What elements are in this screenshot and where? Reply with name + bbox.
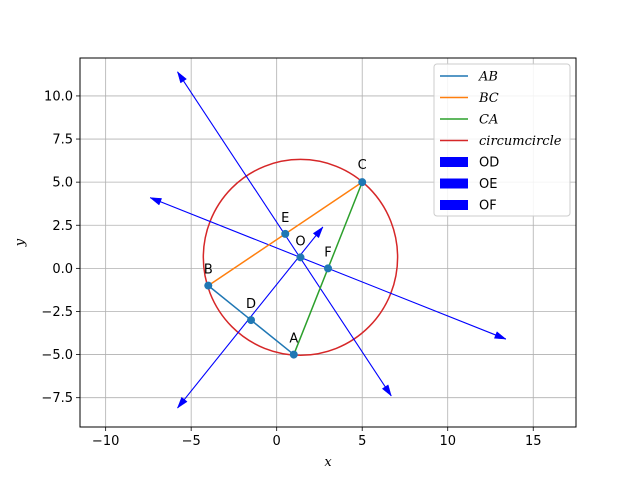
point-label-f: F bbox=[324, 245, 331, 260]
arrow-head bbox=[312, 226, 324, 239]
y-tick-label: 5.0 bbox=[52, 176, 73, 191]
arrow-head bbox=[494, 331, 507, 340]
x-tick-label: −5 bbox=[182, 434, 201, 449]
plot-frame bbox=[79, 57, 577, 428]
y-axis-label: y bbox=[13, 238, 28, 247]
legend-swatch-5 bbox=[440, 178, 468, 189]
x-tick-label: 5 bbox=[358, 434, 366, 449]
x-axis-label: x bbox=[324, 455, 332, 470]
legend-label-5: OE bbox=[479, 177, 497, 192]
y-tick-label: 7.5 bbox=[52, 133, 73, 148]
y-tick-label: 0.0 bbox=[52, 262, 73, 277]
axis-ticks: −10 −5 0 5 10 15 −7.5 −5.0 −2.5 0.0 2.5 5.0 7.5 10.0 bbox=[41, 89, 541, 449]
point-label-c: C bbox=[358, 158, 367, 173]
point-b bbox=[204, 281, 213, 290]
point-c bbox=[358, 178, 367, 187]
point-label-o: O bbox=[295, 234, 305, 249]
x-tick-label: 15 bbox=[525, 434, 542, 449]
legend-label-0: AB bbox=[478, 70, 498, 85]
y-tick-label: 2.5 bbox=[52, 219, 73, 234]
point-e bbox=[281, 229, 290, 238]
point-label-e: E bbox=[281, 211, 289, 226]
legend-label-6: OF bbox=[479, 199, 497, 214]
arrow-head bbox=[149, 197, 162, 206]
point-d bbox=[247, 316, 256, 325]
legend-label-3: circumcircle bbox=[479, 134, 562, 149]
arrow-head bbox=[176, 396, 188, 409]
x-tick-label: 10 bbox=[439, 434, 456, 449]
point-o bbox=[296, 253, 305, 262]
arrow-head bbox=[177, 71, 187, 84]
x-tick-label: −10 bbox=[92, 434, 119, 449]
y-tick-label: −2.5 bbox=[41, 305, 73, 320]
point-label-b: B bbox=[204, 263, 213, 278]
point-a bbox=[289, 350, 298, 359]
y-tick-label: 10.0 bbox=[44, 89, 73, 104]
point-f bbox=[324, 264, 332, 273]
legend-swatch-6 bbox=[440, 200, 468, 210]
legend-box bbox=[433, 63, 571, 217]
y-tick-label: −5.0 bbox=[41, 348, 73, 363]
y-tick-label: −7.5 bbox=[41, 391, 73, 406]
legend-swatch-4 bbox=[440, 157, 468, 167]
legend-label-1: BC bbox=[478, 91, 499, 106]
legend-label-2: CA bbox=[479, 113, 498, 128]
arrow-head bbox=[381, 384, 392, 397]
point-label-a: A bbox=[289, 332, 298, 347]
point-label-d: D bbox=[246, 297, 256, 312]
legend-label-4: OD bbox=[479, 156, 499, 171]
legend: AB BC CA circumcircle OD OE OF bbox=[433, 63, 571, 217]
circumcircle-curve bbox=[202, 158, 399, 357]
x-tick-label: 0 bbox=[273, 434, 281, 449]
